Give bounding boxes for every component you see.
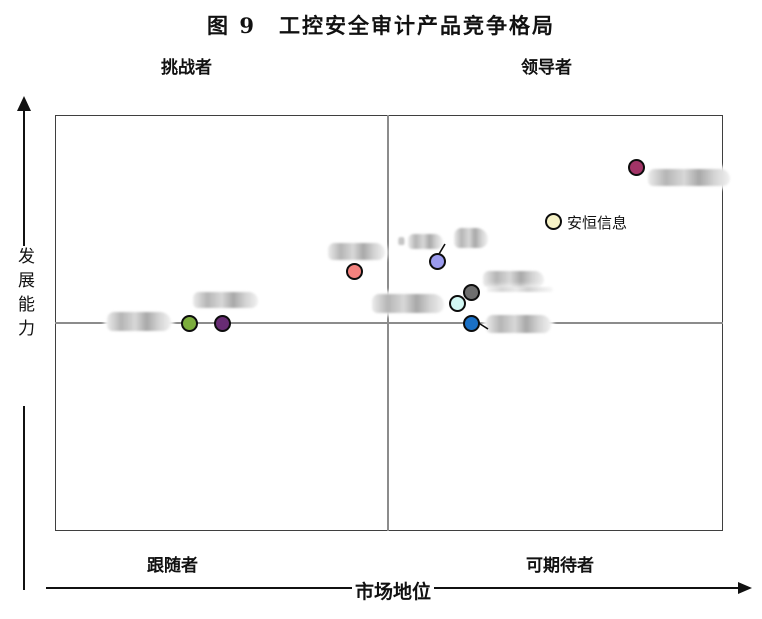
point-magenta xyxy=(628,158,646,176)
redacted-label xyxy=(486,315,551,333)
point-purple xyxy=(214,315,232,333)
quadrant-label-followers: 跟随者 xyxy=(147,556,198,575)
point-periwinkle xyxy=(429,252,447,270)
point-dark-gray xyxy=(463,283,481,301)
data-point-label: 安恒信息 xyxy=(566,215,627,233)
quadrant-label-leaders: 领导者 xyxy=(521,58,572,77)
point-green xyxy=(181,315,199,333)
x-axis-label: 市场地位 xyxy=(354,582,431,603)
x-axis-line-right xyxy=(434,587,739,589)
point-anheng xyxy=(545,212,563,230)
quadrant-label-challengers: 挑战者 xyxy=(161,58,212,77)
up-arrow-icon xyxy=(17,96,31,111)
redacted-label xyxy=(483,271,544,287)
quadrant-horizontal-divider xyxy=(55,322,723,324)
right-arrow-icon xyxy=(738,581,752,594)
quadrant-label-promising: 可期待者 xyxy=(526,556,594,575)
redacted-label xyxy=(487,287,553,292)
point-blue xyxy=(462,314,480,332)
point-salmon xyxy=(346,262,364,280)
figure-title: 图 9 工控安全审计产品竞争格局 xyxy=(207,13,555,38)
redacted-label xyxy=(454,228,488,248)
redacted-label xyxy=(107,312,171,331)
redacted-label xyxy=(398,237,406,245)
redacted-label xyxy=(648,169,730,186)
y-axis-line-lower xyxy=(23,406,25,590)
redacted-label xyxy=(372,294,444,313)
redacted-label xyxy=(408,234,443,249)
x-axis-line-left xyxy=(46,587,352,589)
y-axis-line-upper xyxy=(23,110,25,246)
redacted-label xyxy=(193,292,258,308)
redacted-label xyxy=(328,243,385,260)
y-axis-label: 发展能力 xyxy=(14,247,34,343)
point-pale-cyan xyxy=(448,295,466,313)
